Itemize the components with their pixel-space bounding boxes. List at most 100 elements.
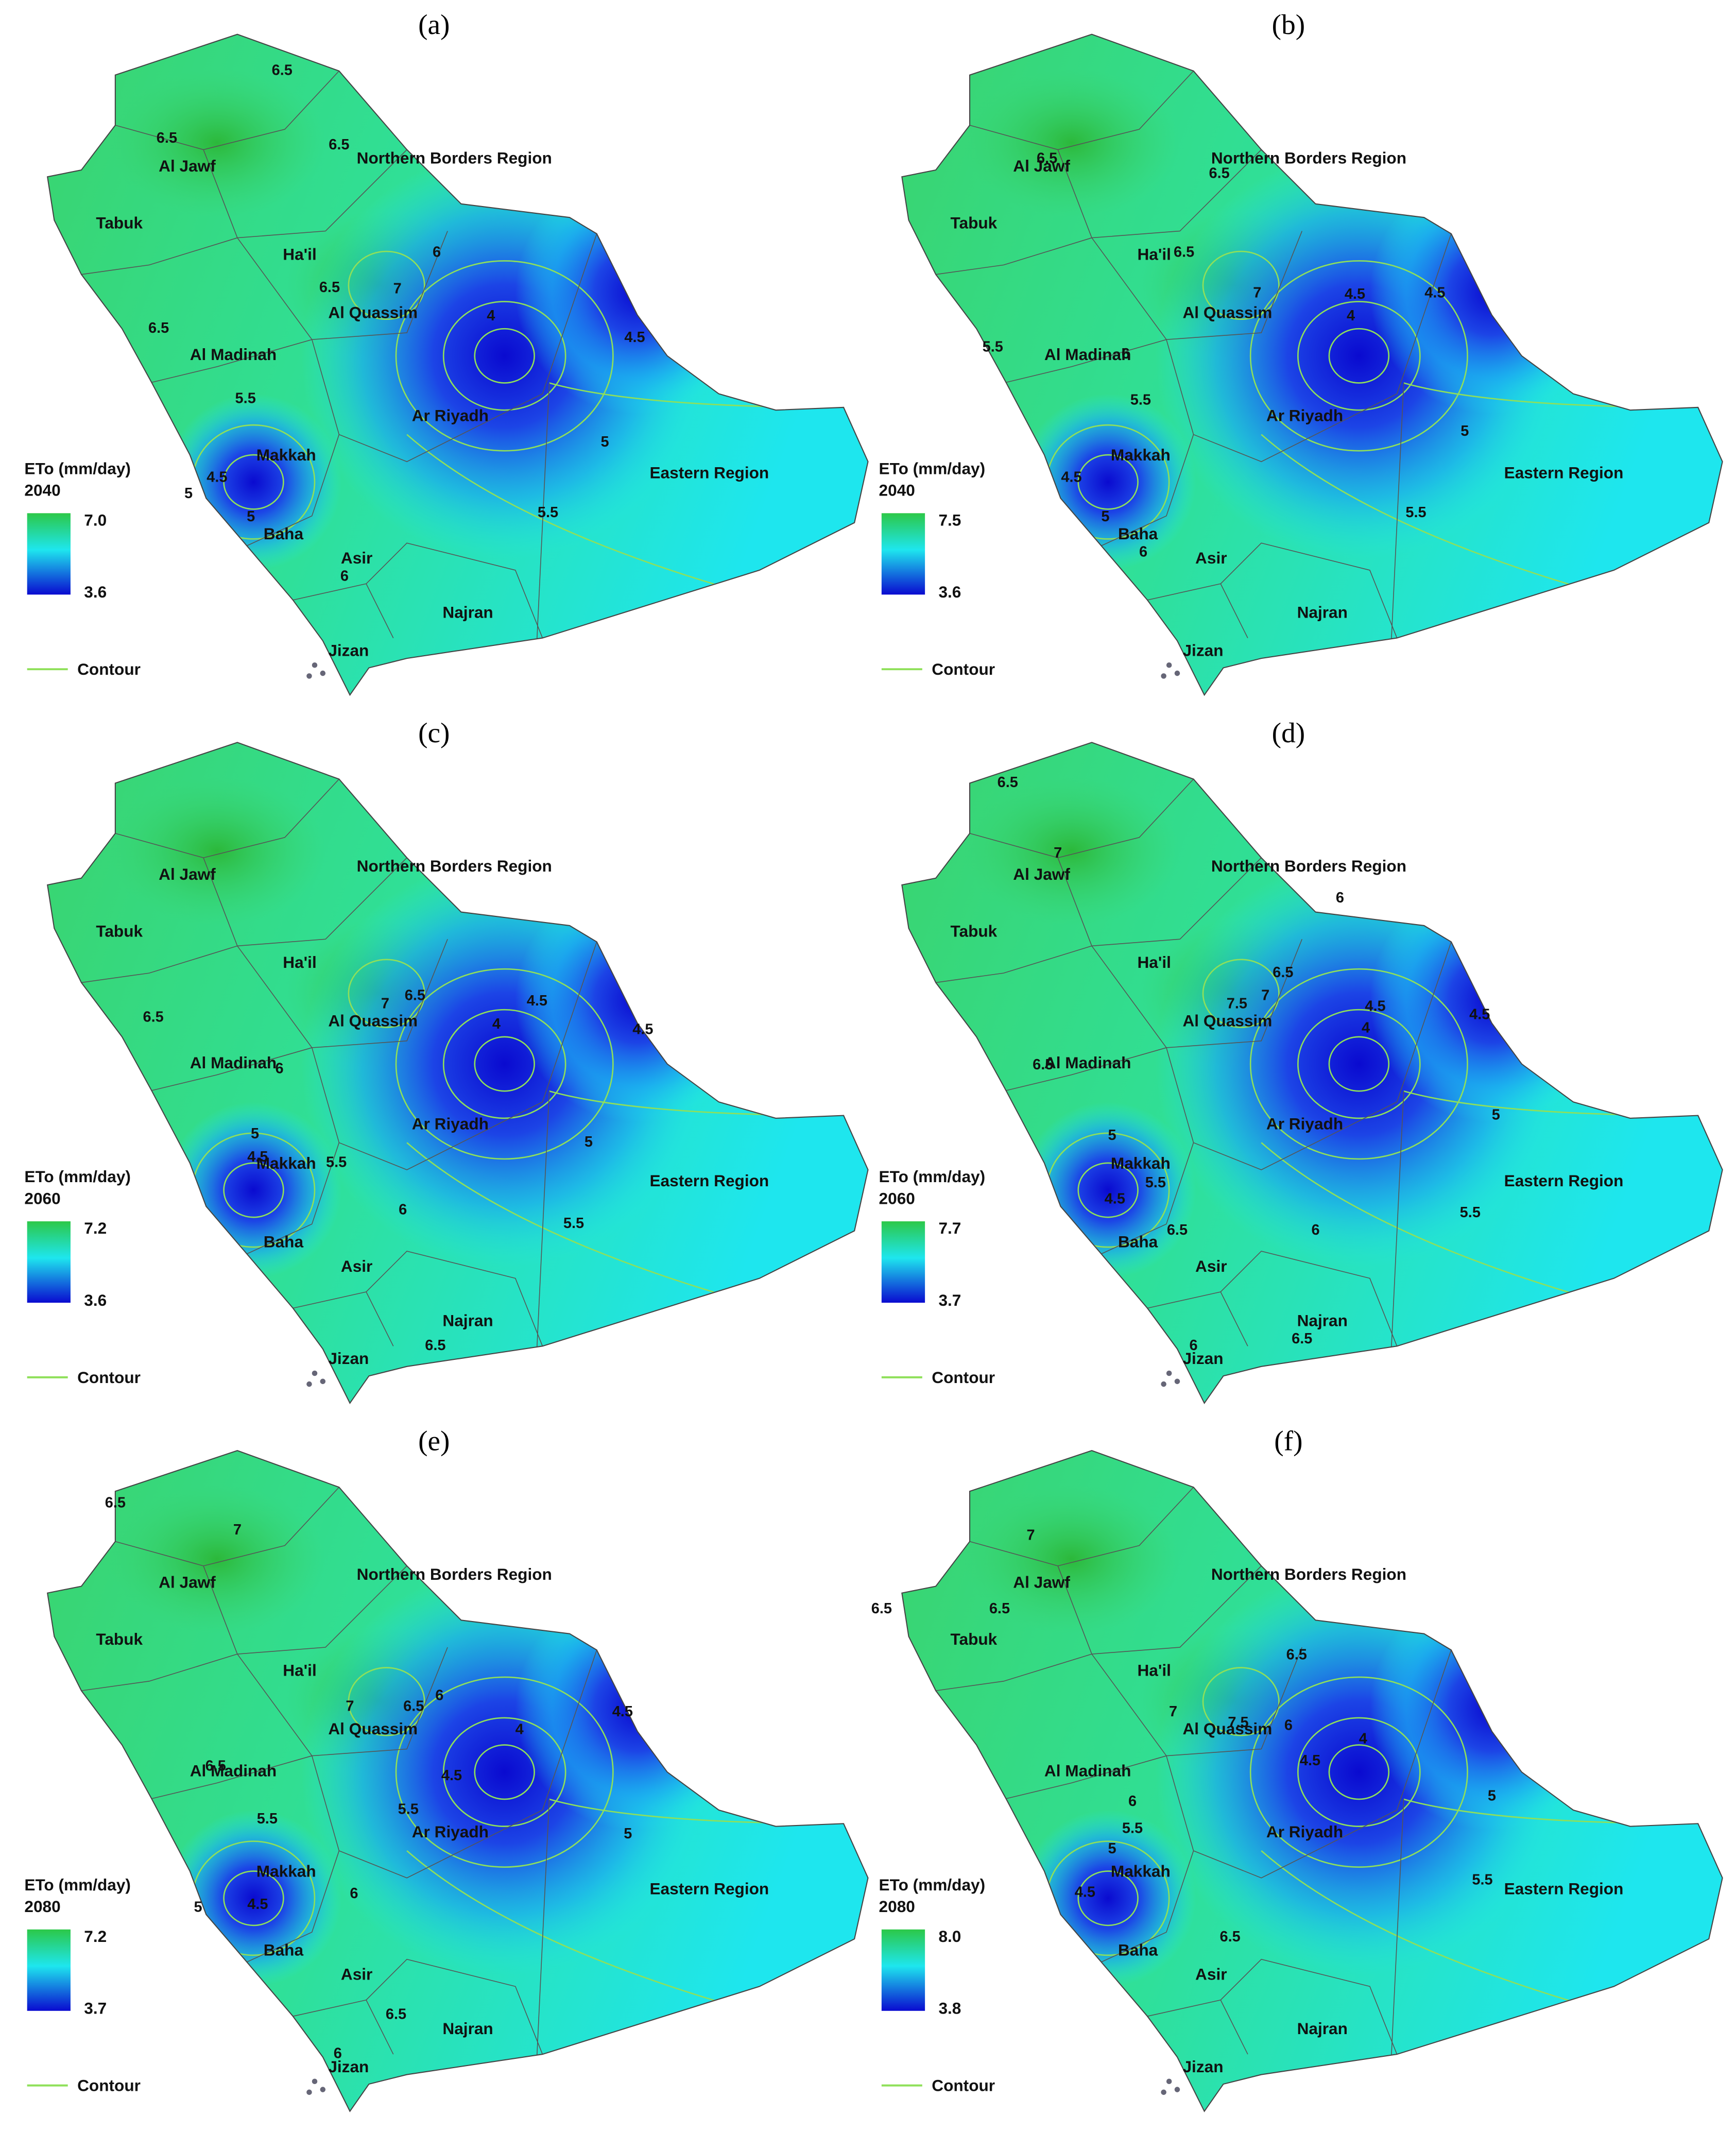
contour-line xyxy=(223,454,284,510)
contour-label: 7 xyxy=(1261,987,1269,1004)
contour-label: 6.5 xyxy=(405,987,425,1004)
surface xyxy=(81,776,841,1374)
contour-label: 4.5 xyxy=(1075,1884,1095,1900)
region-label: Al Jawf xyxy=(1013,865,1070,883)
map-panel: (b) Al Jawf Northern Borders Region Tabuk Ha… xyxy=(879,9,1723,696)
contour-label: 5 xyxy=(585,1134,593,1150)
region-label: Asir xyxy=(341,549,372,567)
region-label: Tabuk xyxy=(951,922,998,940)
legend-year: 2060 xyxy=(24,1189,60,1207)
island xyxy=(1174,1378,1180,1385)
contour-label: 4.5 xyxy=(1424,284,1445,301)
region-border xyxy=(969,71,1194,150)
legend-title: ETo (mm/day) xyxy=(879,1167,986,1186)
legend-color-bar xyxy=(881,513,925,595)
contour-label: 6.5 xyxy=(1286,1646,1307,1663)
region-label: Baha xyxy=(264,524,304,543)
region-border xyxy=(1003,1755,1167,1800)
contour-label: 6.5 xyxy=(272,62,293,78)
high-area xyxy=(108,1484,326,1634)
island xyxy=(320,2087,326,2092)
panel-label: (f) xyxy=(1274,1425,1302,1457)
region-label: Al Madinah xyxy=(1044,1053,1131,1072)
contour-line xyxy=(1249,1676,1468,1868)
contour-label: 5.5 xyxy=(983,339,1003,355)
contour-label: 6 xyxy=(1128,1793,1137,1810)
contour-label: 6.5 xyxy=(319,279,340,296)
contour-label: 6.5 xyxy=(1220,1929,1241,1945)
region-border xyxy=(969,778,1194,859)
region-border xyxy=(149,339,312,384)
contour-line xyxy=(1328,328,1390,384)
legend-min: 3.7 xyxy=(938,1291,961,1309)
region-label: Najran xyxy=(442,603,493,622)
region-border xyxy=(246,1142,340,1254)
region-label: Al Quassim xyxy=(1182,1011,1272,1030)
contour-label: 4 xyxy=(1362,1020,1370,1036)
contour-label: 6 xyxy=(1190,1337,1198,1354)
high-area xyxy=(108,776,326,926)
region-label: Baha xyxy=(264,1940,304,1959)
contour-label: 7.5 xyxy=(1228,1714,1248,1731)
region-border xyxy=(1003,339,1167,384)
region-label: Ar Riyadh xyxy=(1266,1114,1343,1133)
contour-label: 4.5 xyxy=(527,993,547,1009)
region-border xyxy=(1220,1251,1398,1346)
contour-label: 6.5 xyxy=(425,1337,445,1354)
contour-line xyxy=(348,250,425,320)
legend-min: 3.6 xyxy=(84,583,107,601)
region-label: Al Quassim xyxy=(1182,1719,1272,1738)
country-outline xyxy=(46,742,869,1405)
contour-label: 6.5 xyxy=(871,1600,892,1617)
legend-max: 7.5 xyxy=(938,510,961,529)
contour-label: 7 xyxy=(393,280,402,297)
region-label: Ar Riyadh xyxy=(1266,406,1343,425)
contour-line xyxy=(223,1162,284,1218)
region-border xyxy=(366,542,543,638)
contour-line xyxy=(395,968,614,1160)
legend-color-bar xyxy=(881,1929,925,2011)
contour-label: 4.5 xyxy=(1365,998,1385,1015)
region-border xyxy=(1101,1850,1194,1963)
island xyxy=(306,1381,312,1387)
contour-line xyxy=(1249,968,1468,1160)
region-border xyxy=(936,237,1092,275)
map-panel: (f) Al Jawf Northern Borders Region Tabuk Ha… xyxy=(871,1425,1723,2112)
region-border xyxy=(115,71,339,150)
region-label: Al Jawf xyxy=(1013,157,1070,175)
region-border xyxy=(969,1487,1194,1566)
region-border xyxy=(1091,939,1302,1048)
legend-year: 2040 xyxy=(879,481,915,500)
contour-label: 5.5 xyxy=(1145,1174,1166,1191)
contour-label: 5 xyxy=(251,1125,259,1142)
contour-line xyxy=(348,1667,425,1736)
map-panel: (d) Al Jawf Northern Borders Region Tabuk Ha… xyxy=(879,717,1723,1405)
legend-contour: Contour xyxy=(932,2076,995,2095)
region-label: Northern Borders Region xyxy=(357,857,552,875)
region-border xyxy=(149,1755,312,1800)
region-border xyxy=(535,1091,550,1374)
contour-label: 4.5 xyxy=(1061,469,1081,485)
contour-label: 6.5 xyxy=(148,320,169,336)
region-label: Northern Borders Region xyxy=(1211,1565,1406,1583)
region-border xyxy=(1057,1565,1262,1655)
region-label: Al Quassim xyxy=(1182,303,1272,322)
region-border xyxy=(237,231,448,340)
low-area xyxy=(1369,170,1614,415)
region-label: Al Madinah xyxy=(1044,1762,1131,1780)
contour-label: 6.5 xyxy=(157,130,177,146)
region-label: Al Jawf xyxy=(159,865,216,883)
legend-min: 3.7 xyxy=(84,1999,107,2018)
contour-label: 6.5 xyxy=(1033,1056,1053,1073)
region-label: Ha'il xyxy=(283,1661,316,1680)
contour-label: 6 xyxy=(1312,1222,1320,1238)
contour-label: 5.5 xyxy=(1472,1872,1492,1888)
contour-label: 6.5 xyxy=(403,1698,424,1715)
region-label: Jizan xyxy=(1182,1349,1223,1368)
region-label: Jizan xyxy=(328,1349,369,1368)
region-label: Ha'il xyxy=(1137,953,1171,971)
region-label: Najran xyxy=(1297,603,1348,622)
region-border xyxy=(149,1047,312,1091)
contour-label: 6 xyxy=(433,244,441,260)
contour-label: 6 xyxy=(1284,1717,1293,1733)
